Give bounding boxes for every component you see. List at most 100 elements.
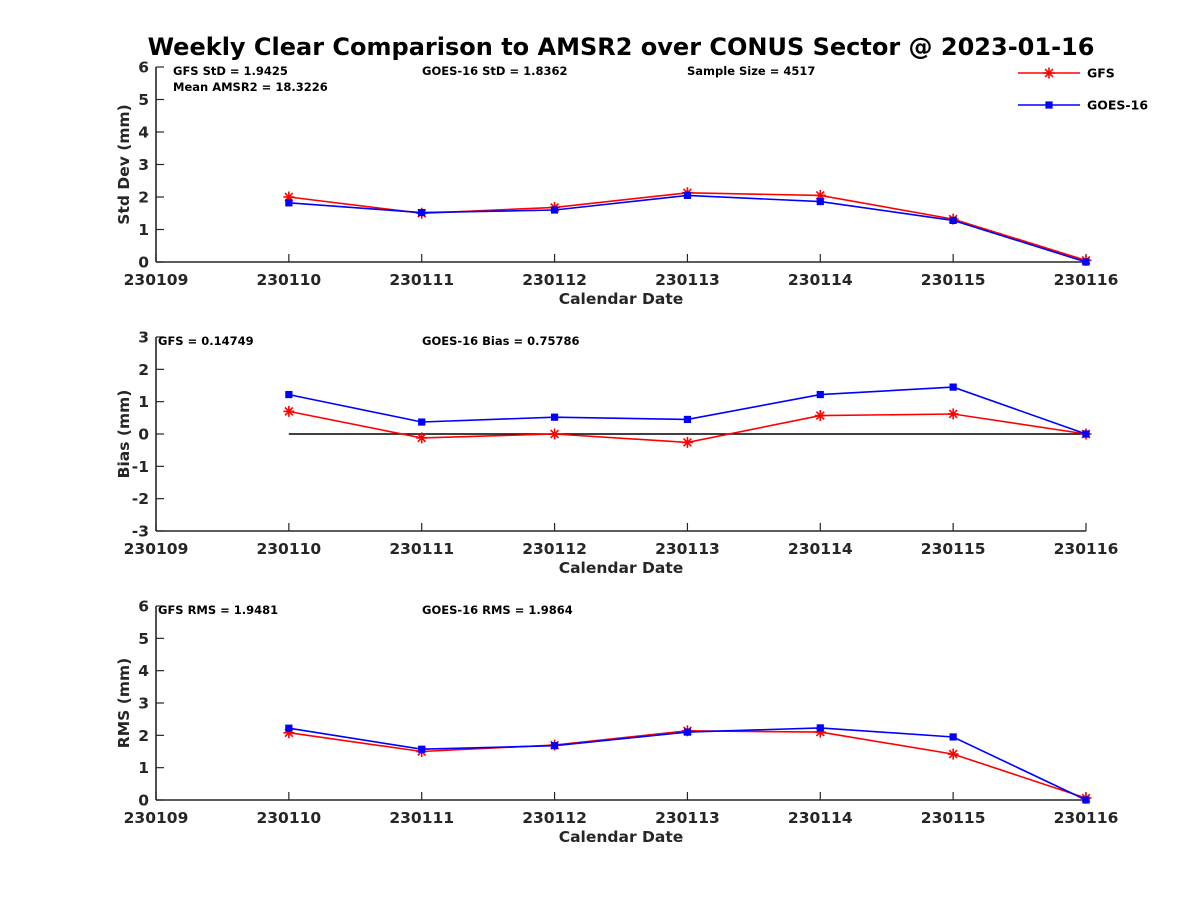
x-tick-label: 230109 [124,809,189,827]
y-tick-label: 5 [138,91,149,109]
y-tick-label: 3 [138,156,149,174]
x-tick-label: 230110 [256,271,321,289]
figure-title: Weekly Clear Comparison to AMSR2 over CO… [148,33,1095,61]
data-point-gfs [947,408,959,420]
x-tick-label: 230116 [1054,540,1119,558]
y-tick-label: 0 [138,426,149,444]
data-point-goes-16 [816,197,824,206]
x-tick-label: 230114 [788,809,853,827]
y-axis-label: Bias (mm) [115,390,133,479]
y-tick-label: 6 [138,59,149,77]
stat-annotation: GOES-16 StD = 1.8362 [422,64,567,78]
x-tick-label: 230112 [522,540,587,558]
data-point-goes-16 [816,724,824,732]
y-tick-label: 2 [138,361,149,379]
y-tick-label: 3 [138,695,149,713]
panel-2: -3 -2 -1 0 1 2 3 230109 230110 230111 230112 230113… [115,329,1118,578]
x-tick-label: 230114 [788,271,853,289]
data-point-goes-16 [550,742,559,750]
legend-entry-goes-16: GOES-16 [1018,98,1148,113]
legend: GFS GOES-16 [1018,66,1148,113]
x-axis-label: Calendar Date [559,828,684,846]
x-tick-label: 230110 [256,809,321,827]
x-axis-label: Calendar Date [559,559,684,577]
legend-entry-gfs: GFS [1018,66,1115,81]
stat-annotation: Sample Size = 4517 [687,64,815,78]
x-tick-label: 230111 [389,809,454,827]
stat-annotation: GOES-16 Bias = 0.75786 [422,334,579,348]
y-axis-label: Std Dev (mm) [115,104,133,224]
x-tick-label: 230113 [655,809,720,827]
x-tick-label: 230114 [788,540,853,558]
x-tick-label: 230111 [389,271,454,289]
series-gfs [283,405,1092,448]
y-tick-label: 4 [138,124,149,142]
data-point-goes-16 [418,208,426,217]
legend-marker [1045,101,1053,109]
x-tick-label: 230111 [389,540,454,558]
data-point-goes-16 [285,199,293,207]
series-goes-16 [285,191,1090,266]
y-tick-label: 1 [138,221,149,239]
y-tick-label: 4 [138,662,149,680]
data-point-goes-16 [1082,430,1090,438]
stat-annotation: GOES-16 RMS = 1.9864 [422,603,573,617]
y-tick-label: -2 [132,490,149,508]
y-tick-label: 1 [138,759,149,777]
legend-marker [1043,67,1055,79]
y-tick-label: 5 [138,630,149,648]
y-tick-label: 0 [138,254,149,272]
series-goes-16 [285,383,1090,438]
data-point-gfs [416,432,428,444]
x-axis-label: Calendar Date [559,290,684,308]
stat-annotation: GFS StD = 1.9425 [173,64,288,78]
x-tick-label: 230116 [1054,271,1119,289]
data-point-goes-16 [550,206,559,214]
x-tick-label: 230113 [655,271,720,289]
panel-1: 0 1 2 3 4 5 6 230109 230110 230111 230112 230113 230… [115,59,1118,309]
x-tick-label: 230112 [522,809,587,827]
y-tick-label: 2 [138,727,149,745]
x-tick-label: 230116 [1054,809,1119,827]
data-point-goes-16 [285,724,293,732]
data-point-goes-16 [285,390,293,399]
y-tick-label: 0 [138,792,149,810]
x-tick-label: 230113 [655,540,720,558]
data-point-gfs [947,748,959,760]
data-point-goes-16 [949,733,957,741]
x-tick-label: 230109 [124,271,189,289]
data-point-goes-16 [816,390,824,399]
data-point-goes-16 [949,383,957,391]
stat-annotation: Mean AMSR2 = 18.3226 [173,80,328,94]
data-point-goes-16 [949,216,957,224]
data-point-goes-16 [683,415,692,424]
y-tick-label: -1 [132,458,149,476]
y-tick-label: 1 [138,393,149,411]
panel-3: 0 1 2 3 4 5 6 230109 230110 230111 230112 230113 230… [115,598,1118,847]
data-point-goes-16 [418,745,426,753]
series-goes-16 [285,724,1090,804]
y-axis-label: RMS (mm) [115,658,133,748]
x-tick-label: 230110 [256,540,321,558]
y-tick-label: 2 [138,189,149,207]
x-tick-label: 230109 [124,540,189,558]
y-tick-label: -3 [132,523,149,541]
data-point-goes-16 [550,413,559,421]
y-tick-label: 6 [138,598,149,616]
data-point-goes-16 [1082,796,1090,804]
y-tick-label: 3 [138,329,149,347]
legend-label: GOES-16 [1087,98,1148,113]
x-tick-label: 230115 [921,271,986,289]
data-point-goes-16 [683,191,692,199]
data-point-gfs [814,410,826,422]
legend-label: GFS [1087,66,1115,81]
data-point-goes-16 [418,418,426,426]
x-tick-label: 230115 [921,540,986,558]
data-point-gfs [283,405,295,417]
x-tick-label: 230112 [522,271,587,289]
data-point-goes-16 [683,728,692,736]
data-point-gfs [681,436,693,448]
